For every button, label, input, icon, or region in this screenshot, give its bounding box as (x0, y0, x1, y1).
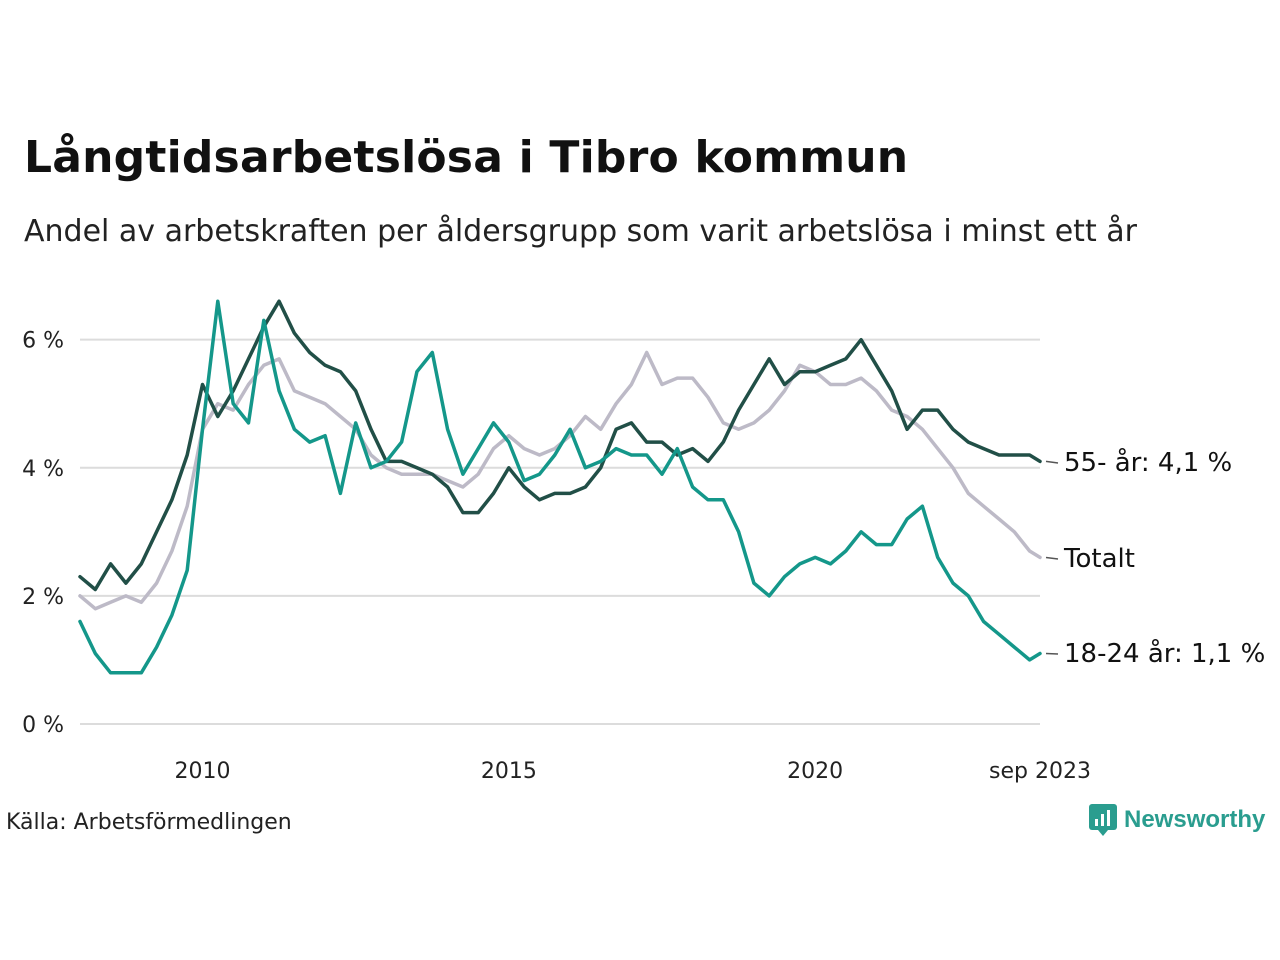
x-tick-label: 2020 (787, 759, 843, 784)
x-tick-label: sep 2023 (989, 759, 1091, 784)
series-end-label: 55- år: 4,1 % (1064, 447, 1232, 478)
brand-name: Newsworthy (1124, 806, 1266, 833)
y-tick-label: 0 % (22, 713, 64, 738)
label-leader (1045, 556, 1059, 560)
chart-title: Långtidsarbetslösa i Tibro kommun (24, 132, 909, 183)
series-line-18-24-r (78, 299, 1042, 675)
label-leader (1045, 460, 1059, 464)
y-tick-label: 2 % (22, 585, 64, 610)
chart-subtitle: Andel av arbetskraften per åldersgrupp s… (24, 214, 1137, 249)
series-end-label: Totalt (1063, 544, 1135, 574)
y-tick-label: 4 % (22, 457, 64, 482)
newsworthy-logo-icon (1089, 804, 1117, 836)
y-tick-label: 6 % (22, 329, 64, 354)
series-line-totalt (78, 350, 1042, 611)
series-line-55-r (78, 299, 1042, 592)
series-end-label: 18-24 år: 1,1 % (1064, 638, 1265, 669)
brand-logo: Newsworthy (1088, 803, 1265, 837)
x-tick-label: 2010 (175, 759, 231, 784)
source-note: Källa: Arbetsförmedlingen (6, 810, 292, 835)
x-tick-label: 2015 (481, 759, 537, 784)
